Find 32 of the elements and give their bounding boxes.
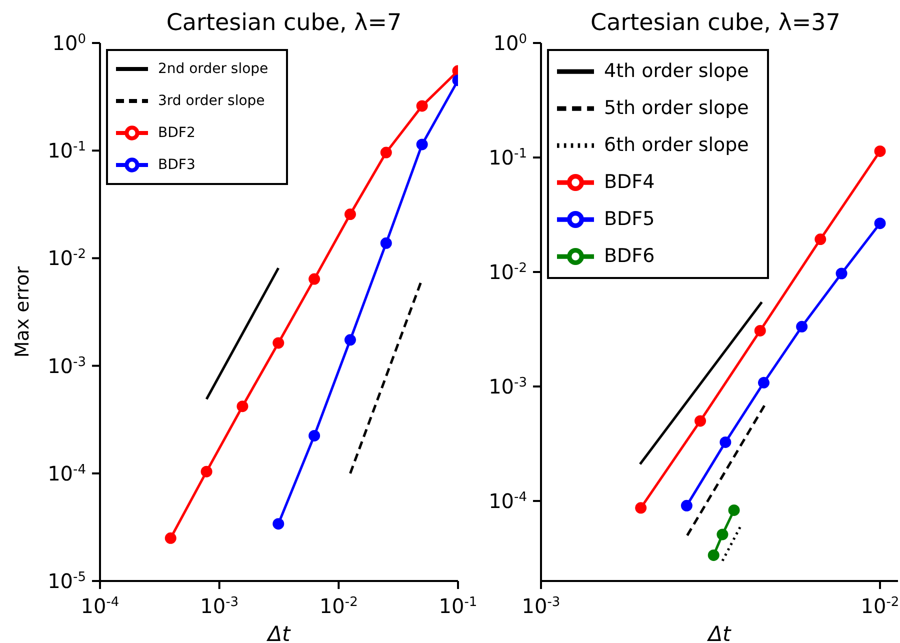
- y-tick-label: 10$^{-4}$: [488, 488, 527, 513]
- x-axis-title: Δt: [266, 622, 292, 643]
- legend-label: 5th order slope: [604, 96, 749, 119]
- legend-label: BDF5: [604, 208, 655, 230]
- legend-label: 3rd order slope: [158, 92, 265, 109]
- y-tick-label: 10$^{-2}$: [488, 260, 527, 284]
- legend-label: 6th order slope: [604, 134, 749, 156]
- x-tick-label: 10$^{-3}$: [200, 594, 239, 618]
- y-tick-label: 10$^{-1}$: [488, 145, 527, 170]
- legend-label: BDF6: [604, 244, 655, 267]
- chart-title: Cartesian cube, λ=7: [165, 10, 403, 36]
- x-tick-label: 10$^{-1}$: [438, 594, 478, 618]
- y-tick-label: 10$^{-4}$: [48, 461, 86, 486]
- y-tick-label: 10$^{-3}$: [48, 354, 86, 378]
- x-tick-label: 10$^{-4}$: [80, 594, 120, 618]
- legend-label: 4th order slope: [604, 60, 749, 82]
- y-tick-label: 10$^{-2}$: [48, 246, 86, 270]
- y-tick-label: 10$^{0}$: [493, 31, 527, 55]
- y-tick-label: 10$^{-3}$: [488, 374, 527, 398]
- y-tick-label: 10$^{-1}$: [48, 138, 86, 163]
- x-tick-label: 10$^{-2}$: [860, 594, 900, 618]
- x-axis-title: Δt: [706, 622, 732, 643]
- legend-label: BDF3: [158, 156, 196, 173]
- chart-title: Cartesian cube, λ=37: [590, 10, 842, 36]
- y-axis-title: Max error: [12, 266, 34, 358]
- x-tick-label: 10$^{-3}$: [522, 594, 560, 618]
- legend-label: BDF4: [604, 170, 655, 193]
- legend-label: 2nd order slope: [158, 60, 268, 77]
- y-tick-label: 10$^{0}$: [52, 31, 86, 55]
- y-tick-label: 10$^{-5}$: [48, 569, 86, 593]
- legend-label: BDF2: [158, 124, 196, 141]
- x-tick-label: 10$^{-2}$: [319, 594, 358, 618]
